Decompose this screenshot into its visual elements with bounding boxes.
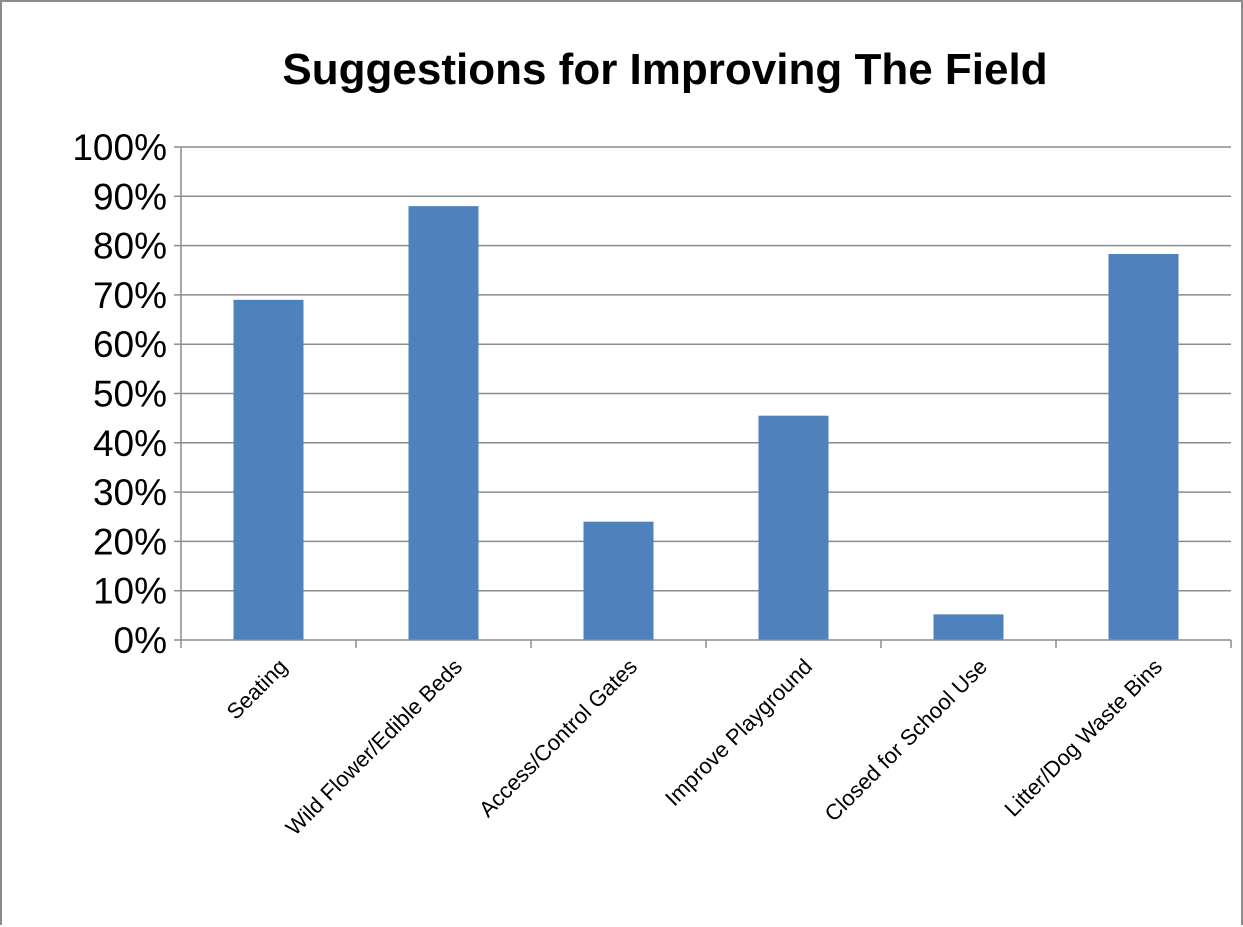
x-category-label: Wild Flower/Edible Beds (281, 654, 467, 840)
x-category-label: Access/Control Gates (474, 654, 642, 822)
y-tick-label: 20% (93, 521, 167, 562)
bar (933, 614, 1004, 640)
x-category-label: Seating (222, 654, 292, 724)
y-tick-label: 60% (93, 324, 167, 365)
y-tick-label: 100% (72, 127, 167, 168)
bars (233, 206, 1179, 640)
bar (408, 206, 479, 640)
bar (1108, 253, 1179, 640)
axes (174, 146, 1232, 648)
y-tick-label: 90% (93, 176, 167, 217)
y-tick-label: 40% (93, 423, 167, 464)
y-tick-label: 70% (93, 275, 167, 316)
gridlines (181, 146, 1231, 592)
y-tick-label: 80% (93, 226, 167, 267)
bar (758, 415, 829, 640)
chart-title: Suggestions for Improving The Field (282, 45, 1047, 94)
y-tick-labels: 0% 10% 20% 30% 40% 50% 60% 70% 80% 90% 100% (72, 127, 167, 661)
x-category-label: Litter/Dog Waste Bins (999, 654, 1167, 822)
y-tick-label: 0% (114, 620, 167, 661)
y-tick-label: 10% (93, 571, 167, 612)
bar (233, 299, 304, 640)
bar (583, 521, 654, 640)
x-category-label: Improve Playground (660, 654, 817, 811)
y-tick-label: 30% (93, 472, 167, 513)
x-category-label: Closed for School Use (820, 654, 992, 826)
y-tick-label: 50% (93, 374, 167, 415)
